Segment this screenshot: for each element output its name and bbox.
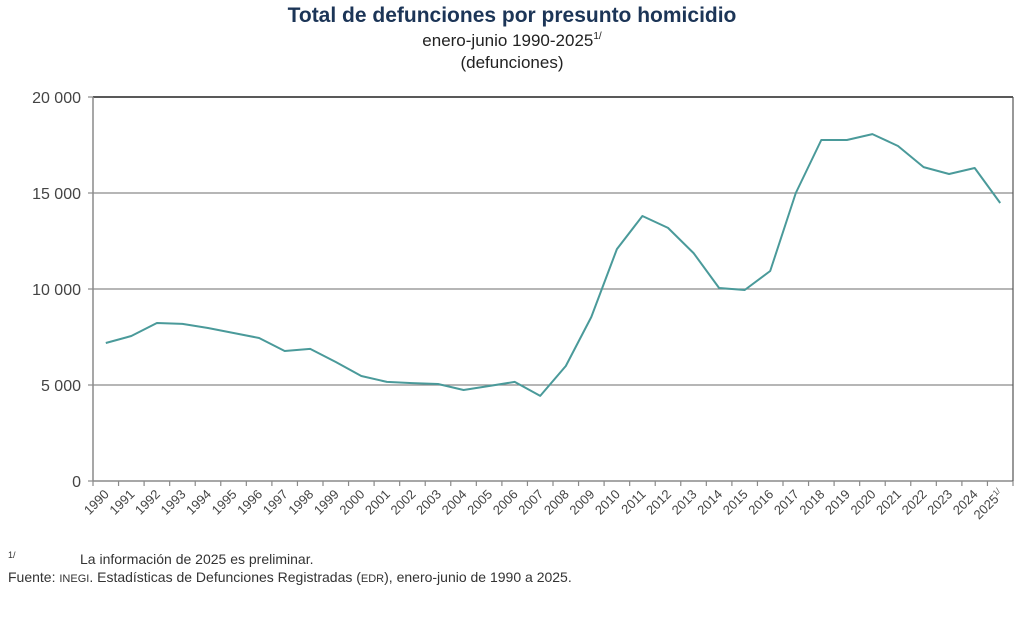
- x-tick-label: 2023: [924, 487, 955, 518]
- x-tick-label: 2020: [848, 487, 879, 518]
- x-tick-label: 2008: [541, 487, 572, 518]
- x-tick-label: 2016: [745, 487, 776, 518]
- x-tick-label: 1998: [285, 487, 316, 518]
- unit-label: (defunciones): [460, 53, 564, 72]
- footnote-mark: 1/: [8, 550, 16, 560]
- x-tick-label: 1997: [260, 487, 291, 518]
- source-org: INEGI: [59, 573, 90, 585]
- x-tick-label: 2004: [439, 487, 470, 518]
- y-tick-label: 5 000: [41, 378, 81, 395]
- x-tick-label: 2005: [464, 487, 495, 518]
- series-group: [105, 133, 1002, 397]
- x-tick-label: 2007: [515, 487, 546, 518]
- source-text-2: ), enero-junio de 1990 a 2025.: [384, 569, 572, 585]
- x-tick-label: 1993: [158, 487, 189, 518]
- x-tick-label: 2021: [873, 487, 904, 518]
- x-tick-label: 2019: [822, 487, 853, 518]
- x-tick-label: 1995: [209, 487, 240, 518]
- x-tick-label: 1990: [81, 487, 112, 518]
- x-tick-label: 1996: [234, 487, 265, 518]
- y-tick-label: 0: [72, 474, 81, 491]
- y-tick-label: 15 000: [32, 186, 81, 203]
- x-tick-label: 2013: [669, 487, 700, 518]
- x-axis-ticks: 1990199119921993199419951996199719981999…: [81, 481, 1014, 522]
- source-abbrev: EDR: [360, 573, 385, 585]
- x-tick-label: 2022: [899, 487, 930, 518]
- x-tick-label: 2018: [796, 487, 827, 518]
- x-tick-label: 2014: [694, 487, 725, 518]
- x-tick-label: 2001: [362, 487, 393, 518]
- subtitle-text: enero-junio 1990-2025: [422, 31, 594, 50]
- x-tick-label: 2000: [336, 487, 367, 518]
- source-text-1: . Estadísticas de Defunciones Registrada…: [89, 569, 361, 585]
- y-tick-label: 10 000: [32, 282, 81, 299]
- footnote-preliminary: 1/La información de 2025 es preliminar.: [8, 550, 313, 567]
- x-tick-label: 1999: [311, 487, 342, 518]
- x-tick-label: 2003: [413, 487, 444, 518]
- x-tick-label: 2015: [720, 487, 751, 518]
- x-tick-label: 2002: [388, 487, 419, 518]
- x-tick-label: 2009: [566, 487, 597, 518]
- x-tick-label: 2006: [490, 487, 521, 518]
- series-line: [105, 133, 1002, 397]
- x-tick-label: 1991: [106, 487, 137, 518]
- footnote-text: La información de 2025 es preliminar.: [80, 551, 314, 567]
- source-label: Fuente:: [8, 569, 56, 585]
- y-axis-ticks: 0 5 000 10 000 15 000 20 000: [32, 90, 93, 491]
- x-tick-label: 2017: [771, 487, 802, 518]
- x-tick-label: 2012: [643, 487, 674, 518]
- x-tick-label: 1994: [183, 487, 214, 518]
- x-tick-footnote-mark: 1/: [991, 486, 1003, 498]
- subtitle-footnote-mark: 1/: [593, 31, 602, 42]
- source-note: Fuente: INEGI. Estadísticas de Defuncion…: [8, 569, 572, 585]
- x-tick-label: 2011: [618, 487, 648, 517]
- x-tick-label: 2010: [592, 487, 623, 518]
- x-tick-label: 20251/: [971, 486, 1007, 522]
- chart-title: Total de defunciones por presunto homici…: [287, 4, 737, 27]
- y-tick-label: 20 000: [32, 90, 81, 107]
- gridlines: [93, 96, 1013, 386]
- chart-subtitle: enero-junio 1990-20251/: [0, 31, 1024, 51]
- x-tick-label: 1992: [132, 487, 163, 518]
